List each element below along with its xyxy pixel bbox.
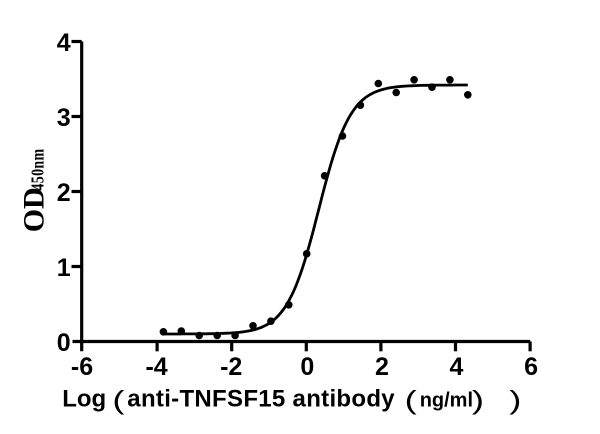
svg-text:Log: Log	[62, 386, 106, 413]
svg-text:0: 0	[57, 329, 71, 357]
svg-text:450nm: 450nm	[29, 148, 48, 190]
svg-text:): )	[509, 385, 521, 415]
svg-text:ng/ml: ng/ml	[420, 390, 473, 412]
svg-text:OD: OD	[18, 187, 51, 232]
svg-text:(: (	[405, 385, 418, 415]
svg-text:-2: -2	[220, 353, 242, 381]
svg-text:2: 2	[57, 179, 71, 207]
svg-text:-4: -4	[145, 353, 167, 381]
svg-text:(: (	[112, 385, 125, 415]
svg-text:): )	[472, 385, 484, 415]
svg-text:anti-TNFSF15 antibody: anti-TNFSF15 antibody	[127, 386, 395, 413]
svg-text:3: 3	[57, 104, 71, 132]
svg-text:1: 1	[57, 254, 71, 282]
svg-text:4: 4	[450, 353, 464, 381]
svg-text:2: 2	[375, 353, 389, 381]
svg-text:4: 4	[57, 29, 71, 57]
svg-text:6: 6	[524, 353, 538, 381]
svg-text:0: 0	[300, 353, 314, 381]
svg-text:-6: -6	[71, 353, 93, 381]
